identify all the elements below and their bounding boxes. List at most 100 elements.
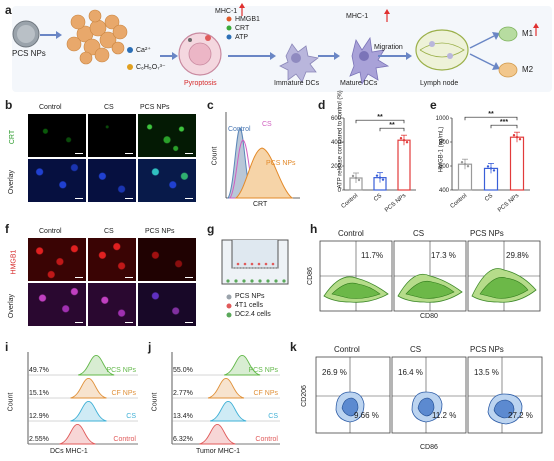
h-plot-control <box>319 240 393 312</box>
j-peak-1 <box>207 377 245 399</box>
micrograph-hmgb1-cs <box>88 238 136 281</box>
k-upper-cs: 16.4 % <box>398 368 423 377</box>
d-point-1-2 <box>381 178 385 181</box>
micrograph-overlay-cs <box>88 159 136 202</box>
m1-label: M1 <box>522 29 534 38</box>
h-value-cs: 17.3 % <box>431 251 456 260</box>
calcium-label: Ca²⁺ <box>136 47 151 54</box>
h-value-pcs: 29.8% <box>506 251 529 260</box>
e-sig-bracket-1 <box>464 116 518 121</box>
d-ytick-label-3: 600 <box>331 116 342 122</box>
crt-peak-pcs <box>234 147 294 199</box>
i-peak-3 <box>59 423 96 445</box>
d-ytick-label-1: 200 <box>331 164 342 170</box>
f-col-control: Control <box>39 228 62 235</box>
j-percent-3: 6.32% <box>173 436 193 443</box>
crt-label: CRT <box>235 25 250 32</box>
k-col-cs: CS <box>410 345 422 354</box>
d-point-2-2 <box>405 141 409 144</box>
k-plot-control <box>315 356 391 434</box>
d-sig-bracket-1 <box>355 119 405 124</box>
g-legend-dc: DC2.4 cells <box>235 311 271 318</box>
i-xlabel: DCs MHC-1 <box>50 448 88 455</box>
micrograph-crt-cs <box>88 114 136 157</box>
k-upper-pcs: 13.5 % <box>474 368 499 377</box>
d-point-0-0 <box>351 174 355 178</box>
i-percent-3: 2.55% <box>29 436 49 443</box>
j-series-name-2: CS <box>268 413 278 420</box>
i-percent-0: 49.7% <box>29 367 49 374</box>
i-peak-1 <box>70 377 107 399</box>
j-percent-0: 55.0% <box>173 367 193 374</box>
k-col-control: Control <box>334 345 360 354</box>
h-plot-pcs <box>467 240 541 312</box>
j-percent-1: 2.77% <box>173 390 193 397</box>
panel-label-b: b <box>5 98 13 112</box>
d-ytick-label-0: 0 <box>338 188 342 194</box>
k-xlabel: CD86 <box>420 444 438 451</box>
d-sig-label-0: ** <box>389 122 395 129</box>
c-label-cs: CS <box>262 121 272 128</box>
panel-label-g: g <box>207 222 215 236</box>
k-lower-cs: 11.2 % <box>432 411 457 420</box>
d-point-0-1 <box>354 176 358 180</box>
f-col-cs: CS <box>104 228 114 235</box>
schematic-figure <box>12 3 539 86</box>
j-xlabel: Tumor MHC-1 <box>196 448 241 455</box>
d-point-1-0 <box>375 174 379 177</box>
e-ytick-label-3: 1000 <box>436 116 450 122</box>
j-series-name-3: Control <box>255 436 278 443</box>
d-sig-bracket-0 <box>379 127 405 132</box>
h-col-pcs: PCS NPs <box>470 229 504 238</box>
e-point-1-0 <box>486 165 490 168</box>
lymph-node-label: Lymph node <box>420 80 459 87</box>
e-category-1: CS <box>484 193 494 203</box>
j-peak-2 <box>210 400 247 422</box>
i-series-name-0: PCS NPs <box>106 367 136 374</box>
e-sig-label-1: ** <box>488 111 494 118</box>
g-legend-4t1: 4T1 cells <box>235 302 264 309</box>
k-lower-control: 9.66 % <box>354 411 379 420</box>
d-category-1: CS <box>373 193 383 203</box>
e-point-0-2 <box>466 165 470 168</box>
mhc1-label-a1: MHC-1 <box>215 8 238 15</box>
micrograph-crt-control <box>28 114 86 157</box>
c-label-pcs: PCS NPs <box>266 160 296 167</box>
e-ytick-label-0: 400 <box>439 188 450 194</box>
d-point-2-1 <box>402 139 406 142</box>
k-plot-pcs <box>467 356 543 434</box>
atp-label: ATP <box>235 34 249 41</box>
k-upper-control: 26.9 % <box>322 368 347 377</box>
citrate-label: C₆H₅O₇³⁻ <box>136 64 166 71</box>
e-point-2-2 <box>518 138 522 141</box>
micrograph-overlay2-pcs <box>138 283 196 326</box>
d-point-0-2 <box>357 178 361 182</box>
e-sig-bracket-0 <box>490 124 518 129</box>
h-col-control: Control <box>338 229 364 238</box>
k-plot-cs <box>391 356 467 434</box>
d-ytick-label-2: 400 <box>331 140 342 146</box>
i-series-name-2: CS <box>126 413 136 420</box>
k-ylabel: CD206 <box>300 385 308 407</box>
h-plot-cs <box>393 240 467 312</box>
j-peak-0 <box>224 354 261 376</box>
hmgb1-label: HMGB1 <box>235 16 260 23</box>
micrograph-hmgb1-pcs <box>138 238 196 281</box>
j-series-name-0: PCS NPs <box>248 367 278 374</box>
e-ytick-label-1: 600 <box>439 164 450 170</box>
d-point-1-1 <box>378 176 382 179</box>
e-point-0-0 <box>460 161 464 164</box>
micrograph-overlay2-control <box>28 283 86 326</box>
m2-label: M2 <box>522 65 534 74</box>
e-point-2-1 <box>515 136 519 139</box>
panel-label-i: i <box>5 340 9 354</box>
migration-label: Migration <box>374 44 403 51</box>
d-sig-label-1: ** <box>377 114 383 121</box>
c-xlabel: CRT <box>253 201 268 208</box>
